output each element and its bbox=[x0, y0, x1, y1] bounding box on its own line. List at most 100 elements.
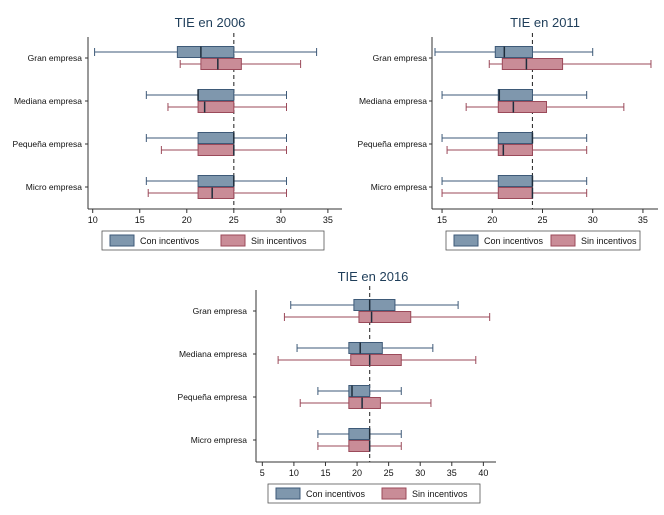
x-tick-label: 10 bbox=[88, 215, 98, 225]
chart-title: TIE en 2016 bbox=[338, 269, 409, 284]
x-tick-label: 30 bbox=[276, 215, 286, 225]
box-con-incentivos-micro-empresa bbox=[317, 428, 402, 440]
iqr-box bbox=[497, 132, 533, 144]
box-sin-incentivos-gran-empresa bbox=[283, 311, 491, 323]
box-sin-incentivos-pequena-empresa bbox=[446, 144, 588, 156]
box-sin-incentivos-mediana-empresa bbox=[465, 101, 625, 113]
box-con-incentivos-gran-empresa bbox=[290, 299, 459, 311]
legend-frame bbox=[267, 483, 481, 504]
x-tick-label: 15 bbox=[135, 215, 145, 225]
iqr-box bbox=[353, 299, 396, 311]
iqr-box bbox=[494, 46, 533, 58]
box-sin-incentivos-mediana-empresa bbox=[167, 101, 287, 113]
box-con-incentivos-pequena-empresa bbox=[145, 132, 287, 144]
iqr-box bbox=[197, 187, 235, 199]
x-tick-label: 35 bbox=[323, 215, 333, 225]
box-sin-incentivos-micro-empresa bbox=[441, 187, 588, 199]
iqr-box bbox=[497, 101, 548, 113]
y-category-label-mediana-empresa: Mediana empresa bbox=[359, 96, 427, 106]
x-tick-label: 20 bbox=[487, 215, 497, 225]
iqr-box bbox=[176, 46, 235, 58]
iqr-box bbox=[197, 175, 235, 187]
box-con-incentivos-mediana-empresa bbox=[145, 89, 287, 101]
box-con-incentivos-micro-empresa bbox=[441, 175, 588, 187]
x-tick-label: 30 bbox=[588, 215, 598, 225]
legend: Con incentivos Sin incentivos bbox=[267, 483, 481, 504]
chart-panel-3: TIE en 2016 5 10 15 20 25 30 35 40 Gran empresa Me… bbox=[178, 269, 496, 504]
x-tick-label: 15 bbox=[437, 215, 447, 225]
iqr-box bbox=[348, 385, 371, 397]
y-category-label-pequena-empresa: Pequeña empresa bbox=[178, 392, 248, 402]
x-tick-label: 35 bbox=[638, 215, 648, 225]
iqr-box bbox=[197, 144, 235, 156]
iqr-box bbox=[497, 187, 533, 199]
box-con-incentivos-mediana-empresa bbox=[296, 342, 434, 354]
legend-frame bbox=[445, 230, 641, 251]
legend-swatch-sin-incentivos bbox=[550, 234, 576, 247]
iqr-box bbox=[350, 354, 402, 366]
x-tick-label: 35 bbox=[447, 468, 457, 478]
x-tick-label: 40 bbox=[478, 468, 488, 478]
legend: Con incentivos Sin incentivos bbox=[101, 230, 325, 251]
x-tick-label: 25 bbox=[537, 215, 547, 225]
iqr-box bbox=[197, 132, 235, 144]
iqr-box bbox=[348, 342, 383, 354]
box-sin-incentivos-pequena-empresa bbox=[299, 397, 432, 409]
iqr-box bbox=[497, 89, 533, 101]
y-category-label-mediana-empresa: Mediana empresa bbox=[179, 349, 247, 359]
iqr-box bbox=[197, 101, 235, 113]
box-sin-incentivos-micro-empresa bbox=[317, 440, 402, 452]
iqr-box bbox=[348, 440, 371, 452]
y-category-label-gran-empresa: Gran empresa bbox=[28, 53, 83, 63]
box-con-incentivos-pequena-empresa bbox=[317, 385, 402, 397]
y-category-label-gran-empresa: Gran empresa bbox=[193, 306, 248, 316]
y-category-label-micro-empresa: Micro empresa bbox=[191, 435, 247, 445]
box-con-incentivos-gran-empresa bbox=[434, 46, 594, 58]
box-con-incentivos-pequena-empresa bbox=[441, 132, 588, 144]
y-category-label-micro-empresa: Micro empresa bbox=[371, 182, 427, 192]
y-category-label-pequena-empresa: Pequeña empresa bbox=[13, 139, 83, 149]
x-tick-label: 25 bbox=[384, 468, 394, 478]
legend-label-sin-incentivos: Sin incentivos bbox=[581, 236, 637, 246]
y-category-label-pequena-empresa: Pequeña empresa bbox=[358, 139, 428, 149]
chart-panel-2: TIE en 2011 15 20 25 30 35 Gran empresa Mediana… bbox=[358, 15, 658, 251]
legend-label-con-incentivos: Con incentivos bbox=[484, 236, 544, 246]
iqr-box bbox=[200, 58, 242, 70]
legend-swatch-sin-incentivos bbox=[381, 487, 407, 500]
legend-swatch-sin-incentivos bbox=[220, 234, 246, 247]
legend-label-sin-incentivos: Sin incentivos bbox=[412, 489, 468, 499]
legend-label-con-incentivos: Con incentivos bbox=[140, 236, 200, 246]
chart-title: TIE en 2006 bbox=[175, 15, 246, 30]
iqr-box bbox=[497, 175, 533, 187]
legend-frame bbox=[101, 230, 325, 251]
y-category-label-gran-empresa: Gran empresa bbox=[373, 53, 428, 63]
box-sin-incentivos-gran-empresa bbox=[179, 58, 302, 70]
iqr-box bbox=[348, 428, 371, 440]
legend-swatch-con-incentivos bbox=[275, 487, 301, 500]
iqr-box bbox=[348, 397, 381, 409]
box-sin-incentivos-gran-empresa bbox=[488, 58, 652, 70]
iqr-box bbox=[358, 311, 412, 323]
box-con-incentivos-mediana-empresa bbox=[441, 89, 588, 101]
box-sin-incentivos-mediana-empresa bbox=[277, 354, 477, 366]
legend-label-con-incentivos: Con incentivos bbox=[306, 489, 366, 499]
box-con-incentivos-gran-empresa bbox=[94, 46, 318, 58]
legend: Con incentivos Sin incentivos bbox=[445, 230, 641, 251]
chart-title: TIE en 2011 bbox=[510, 15, 580, 30]
chart-panel-1: TIE en 2006 10 15 20 25 30 35 Gran empresa Media… bbox=[13, 15, 342, 251]
x-tick-label: 20 bbox=[182, 215, 192, 225]
y-category-label-micro-empresa: Micro empresa bbox=[26, 182, 82, 192]
iqr-box bbox=[497, 144, 533, 156]
x-tick-label: 20 bbox=[352, 468, 362, 478]
x-tick-label: 25 bbox=[229, 215, 239, 225]
box-sin-incentivos-micro-empresa bbox=[147, 187, 287, 199]
x-tick-label: 15 bbox=[320, 468, 330, 478]
x-tick-label: 10 bbox=[289, 468, 299, 478]
legend-swatch-con-incentivos bbox=[109, 234, 135, 247]
iqr-box bbox=[501, 58, 564, 70]
box-sin-incentivos-pequena-empresa bbox=[160, 144, 287, 156]
box-con-incentivos-micro-empresa bbox=[145, 175, 287, 187]
iqr-box bbox=[197, 89, 235, 101]
